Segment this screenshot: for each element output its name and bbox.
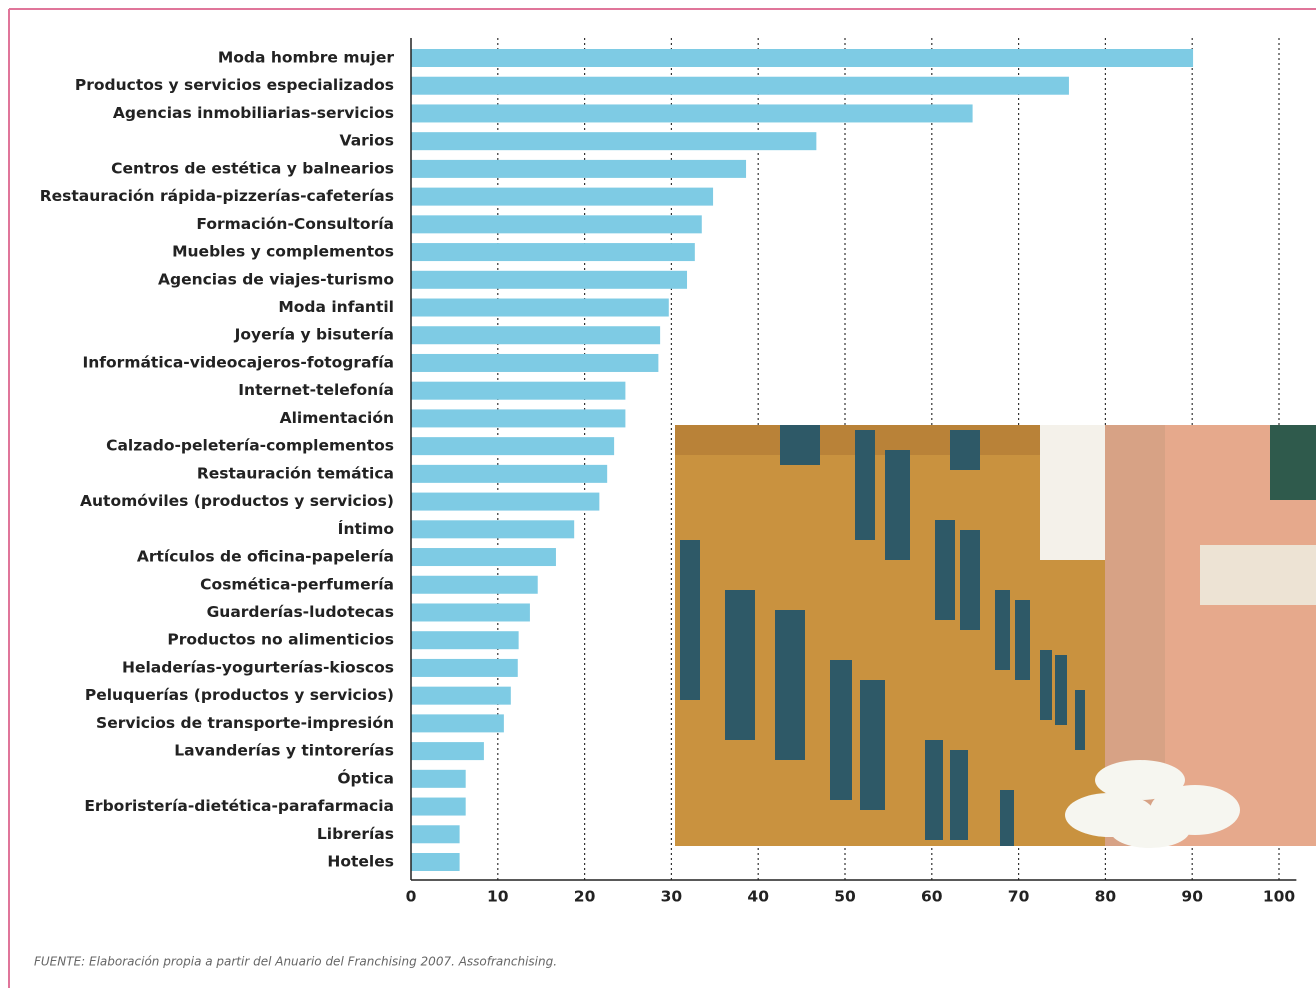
x-tick-label: 90 xyxy=(1181,888,1203,906)
bar xyxy=(411,215,702,233)
category-label: Hoteles xyxy=(327,853,394,871)
bar xyxy=(411,548,556,566)
bar xyxy=(411,382,625,400)
bar xyxy=(411,354,658,372)
x-tick-label: 0 xyxy=(406,888,417,906)
bar xyxy=(411,160,746,178)
category-label: Informática-videocajeros-fotografía xyxy=(82,353,394,371)
bar xyxy=(411,603,530,621)
category-label: Erboristería-dietética-parafarmacia xyxy=(84,797,394,815)
category-label: Peluquerías (productos y servicios) xyxy=(85,686,394,704)
category-label: Calzado-peletería-complementos xyxy=(106,437,394,455)
x-tick-label: 50 xyxy=(834,888,856,906)
chart: Moda hombre mujer Productos y servicios e… xyxy=(0,0,1316,988)
category-label: Íntimo xyxy=(338,519,394,538)
bar xyxy=(411,271,687,289)
category-label: Productos no alimenticios xyxy=(167,631,394,649)
category-label: Automóviles (productos y servicios) xyxy=(80,492,394,510)
bar xyxy=(411,742,484,760)
bar xyxy=(411,104,973,122)
x-tick-label: 60 xyxy=(921,888,943,906)
x-tick-label: 70 xyxy=(1008,888,1030,906)
category-label: Heladerías-yogurterías-kioscos xyxy=(122,658,394,676)
category-label: Librerías xyxy=(317,825,394,843)
category-label: Restauración temática xyxy=(197,464,394,482)
bar xyxy=(411,326,660,344)
category-label: Productos y servicios especializados xyxy=(75,76,394,94)
bar xyxy=(411,770,466,788)
x-tick-label: 100 xyxy=(1263,888,1296,906)
bar xyxy=(411,714,504,732)
bar xyxy=(411,576,538,594)
category-label: Agencias inmobiliarias-servicios xyxy=(113,104,394,122)
bar xyxy=(411,687,511,705)
category-label: Alimentación xyxy=(280,409,394,427)
x-tick-label: 40 xyxy=(747,888,769,906)
category-label: Óptica xyxy=(337,768,394,787)
bar xyxy=(411,825,460,843)
bar xyxy=(411,188,713,206)
bar xyxy=(411,77,1069,95)
bar xyxy=(411,437,614,455)
x-tick-label: 10 xyxy=(487,888,509,906)
bar xyxy=(411,132,816,150)
category-label: Muebles y complementos xyxy=(172,243,394,261)
bar xyxy=(411,465,607,483)
category-label: Internet-telefonía xyxy=(238,381,394,399)
category-label: Servicios de transporte-impresión xyxy=(96,714,394,732)
x-tick-label: 80 xyxy=(1095,888,1117,906)
category-label: Cosmética-perfumería xyxy=(200,575,394,593)
category-label: Joyería y bisutería xyxy=(234,326,394,344)
x-tick-label: 20 xyxy=(574,888,596,906)
bar xyxy=(411,49,1193,67)
bar xyxy=(411,493,599,511)
bar xyxy=(411,520,574,538)
category-label: Centros de estética y balnearios xyxy=(111,159,394,177)
category-label: Restauración rápida-pizzerías-cafeterías xyxy=(40,187,394,205)
category-label: Formación-Consultoría xyxy=(196,215,394,233)
category-label: Varios xyxy=(340,132,394,150)
bar xyxy=(411,243,695,261)
source-note: FUENTE: Elaboración propia a partir del … xyxy=(34,955,557,969)
category-label: Agencias de viajes-turismo xyxy=(158,270,394,288)
bar xyxy=(411,409,625,427)
x-tick-label: 30 xyxy=(661,888,683,906)
category-label: Lavanderías y tintorerías xyxy=(174,742,394,760)
category-label: Guarderías-ludotecas xyxy=(207,603,394,621)
bar xyxy=(411,798,466,816)
category-label: Artículos de oficina-papelería xyxy=(137,548,394,566)
bar xyxy=(411,853,460,871)
category-label: Moda infantil xyxy=(278,298,394,316)
bar xyxy=(411,299,669,317)
photo xyxy=(675,425,1316,848)
category-label: Moda hombre mujer xyxy=(218,49,395,67)
bar xyxy=(411,659,518,677)
bar xyxy=(411,631,519,649)
